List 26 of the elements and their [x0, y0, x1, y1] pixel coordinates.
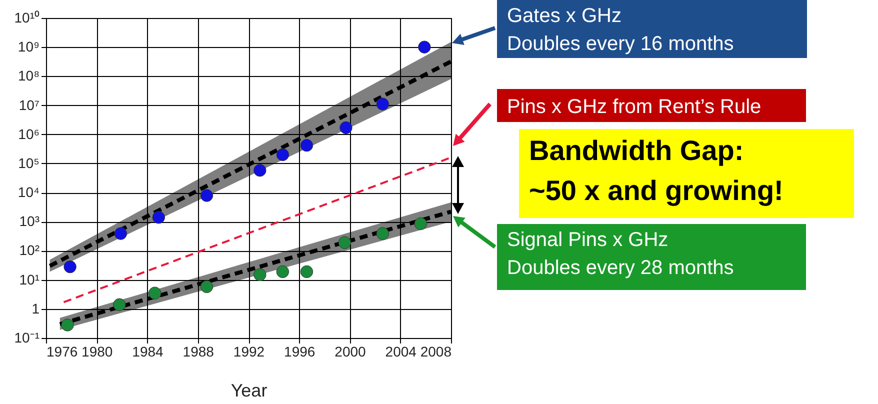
y-tick-label: 10¹	[19, 271, 40, 288]
x-tick-label: 1976	[46, 344, 78, 360]
y-tick-label: 10³	[19, 213, 40, 230]
y-tick-label: 10¹⁰	[14, 10, 40, 26]
y-tick-label: 10⁶	[18, 126, 40, 142]
y-tick-label: 10⁸	[18, 68, 40, 84]
text: Gates x GHz Doubles every 16 months	[497, 0, 807, 58]
text: Signal Pins x GHz Doubles every 28 months	[497, 224, 806, 290]
y-tick-label: 10²	[19, 242, 40, 258]
x-tick-label: 2004	[385, 344, 417, 360]
x-tick-label: 2008	[420, 344, 452, 360]
y-tick-label: 10⁴	[18, 184, 40, 200]
x-axis-title: Year	[230, 380, 268, 400]
x-tick-label: 1992	[233, 344, 265, 360]
y-tick-label: 10⁵	[18, 154, 40, 171]
x-tick-label: 1984	[132, 344, 164, 360]
y-tick-label: 1	[32, 300, 40, 316]
text: Pins x GHz from Rent’s Rule	[497, 89, 806, 122]
text: Bandwidth Gap: ~50 x and growing!	[519, 129, 854, 218]
y-tick-label: 10⁻¹	[14, 330, 40, 346]
x-tick-label: 1980	[82, 344, 113, 360]
x-tick-label: 1996	[284, 344, 316, 360]
y-tick-label: 10⁷	[18, 96, 40, 113]
x-tick-label: 2000	[334, 344, 366, 360]
y-tick-label: 10⁹	[18, 38, 40, 55]
x-tick-label: 1988	[182, 344, 214, 360]
